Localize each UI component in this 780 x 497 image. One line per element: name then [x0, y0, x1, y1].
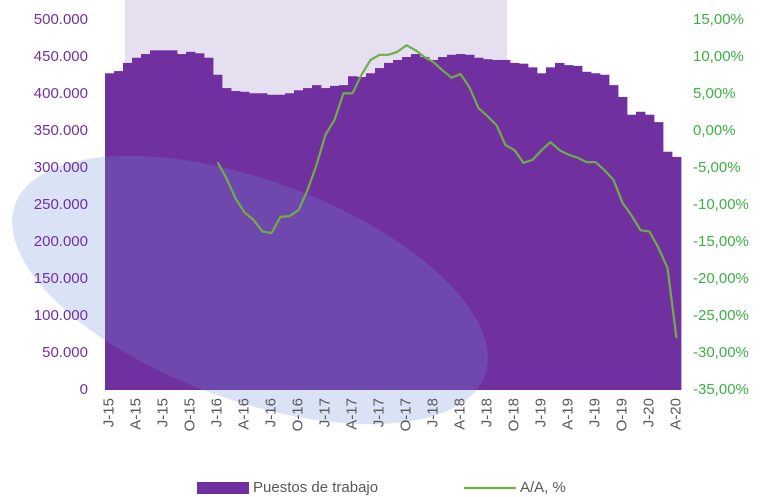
x-tick-label: J-17: [370, 398, 387, 427]
bar: [546, 67, 555, 390]
x-tick-label: J-20: [640, 398, 657, 427]
y-tick-label: 350.000: [34, 122, 88, 139]
bar: [627, 115, 636, 390]
y2-tick-label: -35,00%: [693, 381, 749, 398]
x-tick-label: J-18: [424, 398, 441, 427]
bar: [555, 63, 564, 390]
bar: [519, 64, 528, 390]
bar: [528, 67, 537, 390]
bar: [582, 72, 591, 390]
bar: [573, 66, 582, 390]
bar: [564, 65, 573, 390]
y-tick-label: 150.000: [34, 270, 88, 287]
x-tick-label: A-15: [127, 398, 144, 430]
x-tick-label: A-20: [667, 398, 684, 430]
bar: [609, 85, 618, 390]
x-tick-label: O-19: [613, 398, 630, 431]
y-tick-label: 100.000: [34, 307, 88, 324]
y2-tick-label: -10,00%: [693, 196, 749, 213]
x-tick-label: O-17: [397, 398, 414, 431]
legend-swatch: [197, 482, 249, 494]
x-tick-label: O-16: [289, 398, 306, 431]
y-tick-label: 500.000: [34, 11, 88, 28]
bar: [636, 112, 645, 390]
y-tick-label: 0: [80, 381, 88, 398]
bar: [510, 63, 519, 390]
legend-label: Puestos de trabajo: [253, 479, 378, 496]
x-tick-label: A-18: [451, 398, 468, 430]
y-tick-label: 50.000: [42, 344, 88, 361]
bar: [672, 157, 681, 390]
y-tick-label: 200.000: [34, 233, 88, 250]
x-tick-label: J-15: [100, 398, 117, 427]
x-tick-label: O-18: [505, 398, 522, 431]
y2-tick-label: 15,00%: [693, 11, 744, 28]
x-tick-label: J-16: [262, 398, 279, 427]
x-tick-label: A-19: [559, 398, 576, 430]
x-tick-label: O-15: [181, 398, 198, 431]
x-tick-label: J-17: [316, 398, 333, 427]
bar: [501, 60, 510, 390]
y2-tick-label: -15,00%: [693, 233, 749, 250]
chart: 0 50.000 100.000 150.000 200.000 250.000 300.0…: [0, 0, 780, 497]
y-tick-label: 450.000: [34, 48, 88, 65]
x-tick-label: J-19: [532, 398, 549, 427]
y2-tick-label: -25,00%: [693, 307, 749, 324]
legend-label: A/A, %: [520, 479, 566, 496]
y-tick-label: 300.000: [34, 159, 88, 176]
y2-tick-label: -30,00%: [693, 344, 749, 361]
bar: [591, 73, 600, 390]
bar: [492, 60, 501, 390]
y2-tick-label: -5,00%: [693, 159, 741, 176]
x-tick-label: J-15: [154, 398, 171, 427]
bar: [618, 97, 627, 390]
bar: [600, 75, 609, 390]
bar: [537, 73, 546, 390]
y-tick-label: 400.000: [34, 85, 88, 102]
y-tick-label: 250.000: [34, 196, 88, 213]
x-tick-label: A-16: [235, 398, 252, 430]
y2-tick-label: 10,00%: [693, 48, 744, 65]
x-tick-label: J-19: [586, 398, 603, 427]
x-tick-label: J-18: [478, 398, 495, 427]
x-tick-label: A-17: [343, 398, 360, 430]
y2-tick-label: 5,00%: [693, 85, 736, 102]
y2-tick-label: -20,00%: [693, 270, 749, 287]
bar: [645, 115, 654, 390]
x-tick-label: J-16: [208, 398, 225, 427]
y2-tick-label: 0,00%: [693, 122, 736, 139]
